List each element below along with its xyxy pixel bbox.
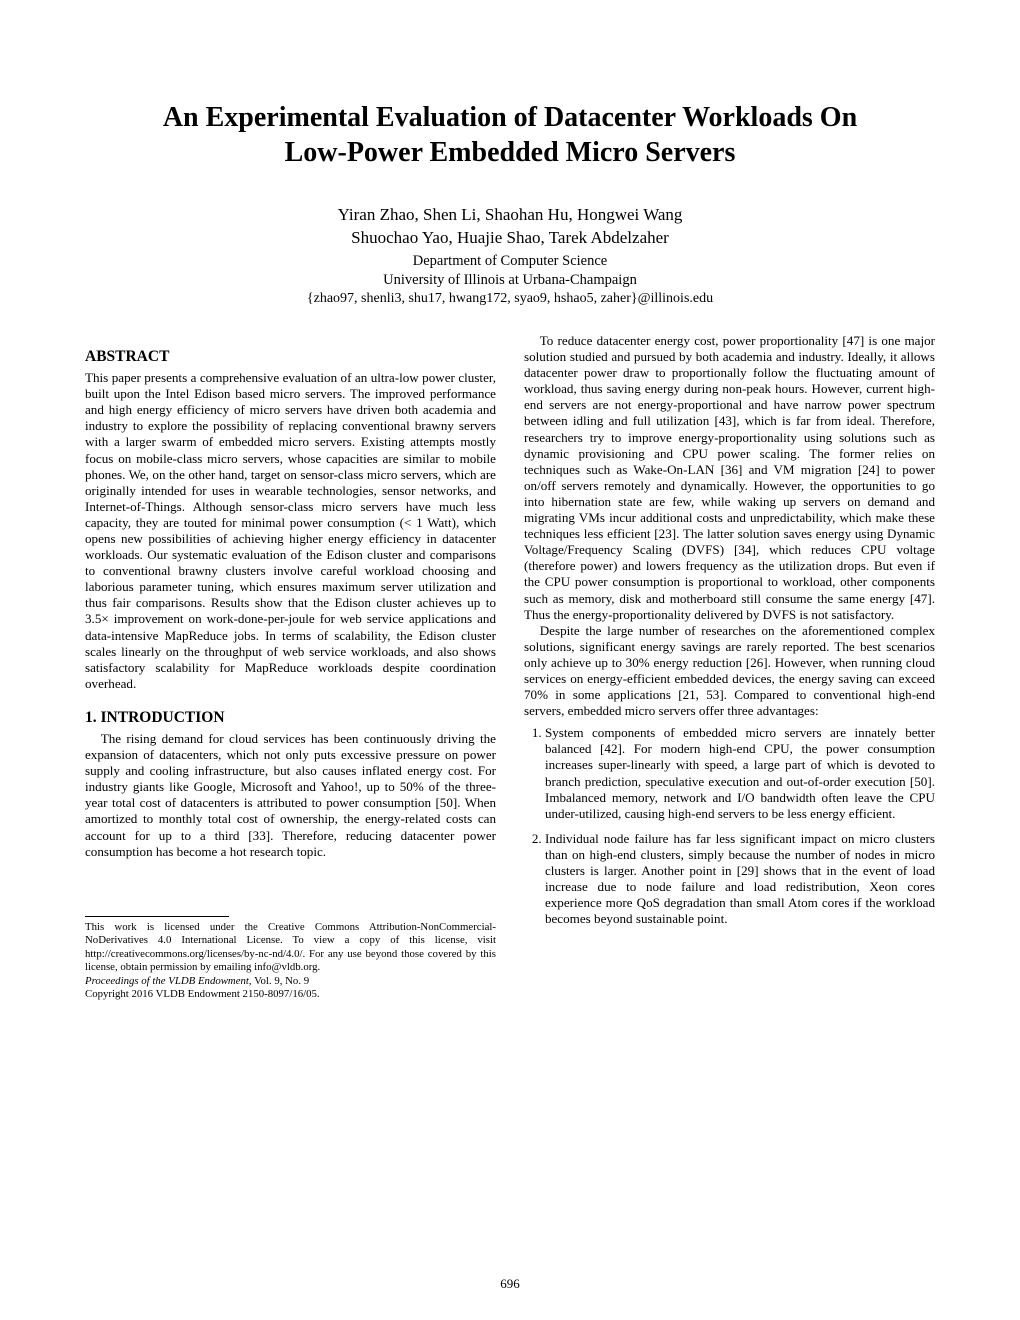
proceedings-volume: Vol. 9, No. 9 — [252, 975, 310, 987]
advantage-item-2: Individual node failure has far less sig… — [545, 831, 935, 928]
two-column-layout: ABSTRACT This paper presents a comprehen… — [85, 333, 935, 1002]
authors-line-1: Yiran Zhao, Shen Li, Shaohan Hu, Hongwei… — [338, 205, 683, 224]
advantage-item-1: System components of embedded micro serv… — [545, 725, 935, 822]
title-line-2: Low-Power Embedded Micro Servers — [285, 137, 736, 168]
introduction-heading: 1. INTRODUCTION — [85, 708, 496, 727]
footnote-divider — [85, 916, 229, 917]
right-column: To reduce datacenter energy cost, power … — [524, 333, 935, 1002]
department: Department of Computer Science — [85, 252, 935, 272]
intro-paragraph-1: The rising demand for cloud services has… — [85, 731, 496, 860]
author-list: Yiran Zhao, Shen Li, Shaohan Hu, Hongwei… — [85, 204, 935, 250]
author-emails: {zhao97, shenli3, shu17, hwang172, syao9… — [85, 291, 935, 307]
copyright-footnote: Copyright 2016 VLDB Endowment 2150-8097/… — [85, 988, 496, 1001]
paper-page: An Experimental Evaluation of Datacenter… — [0, 0, 1020, 1320]
abstract-heading: ABSTRACT — [85, 347, 496, 366]
license-footnote: This work is licensed under the Creative… — [85, 921, 496, 975]
university: University of Illinois at Urbana-Champai… — [85, 271, 935, 291]
title-line-1: An Experimental Evaluation of Datacenter… — [163, 102, 857, 133]
col2-paragraph-2: Despite the large number of researches o… — [524, 623, 935, 720]
col2-paragraph-1: To reduce datacenter energy cost, power … — [524, 333, 935, 623]
proceedings-title: Proceedings of the VLDB Endowment, — [85, 975, 252, 987]
left-column: ABSTRACT This paper presents a comprehen… — [85, 333, 496, 1002]
paper-title: An Experimental Evaluation of Datacenter… — [85, 100, 935, 170]
page-number: 696 — [0, 1276, 1020, 1292]
authors-line-2: Shuochao Yao, Huajie Shao, Tarek Abdelza… — [351, 228, 669, 247]
abstract-text: This paper presents a comprehensive eval… — [85, 370, 496, 692]
advantages-list: System components of embedded micro serv… — [524, 725, 935, 927]
proceedings-footnote: Proceedings of the VLDB Endowment, Vol. … — [85, 975, 496, 988]
